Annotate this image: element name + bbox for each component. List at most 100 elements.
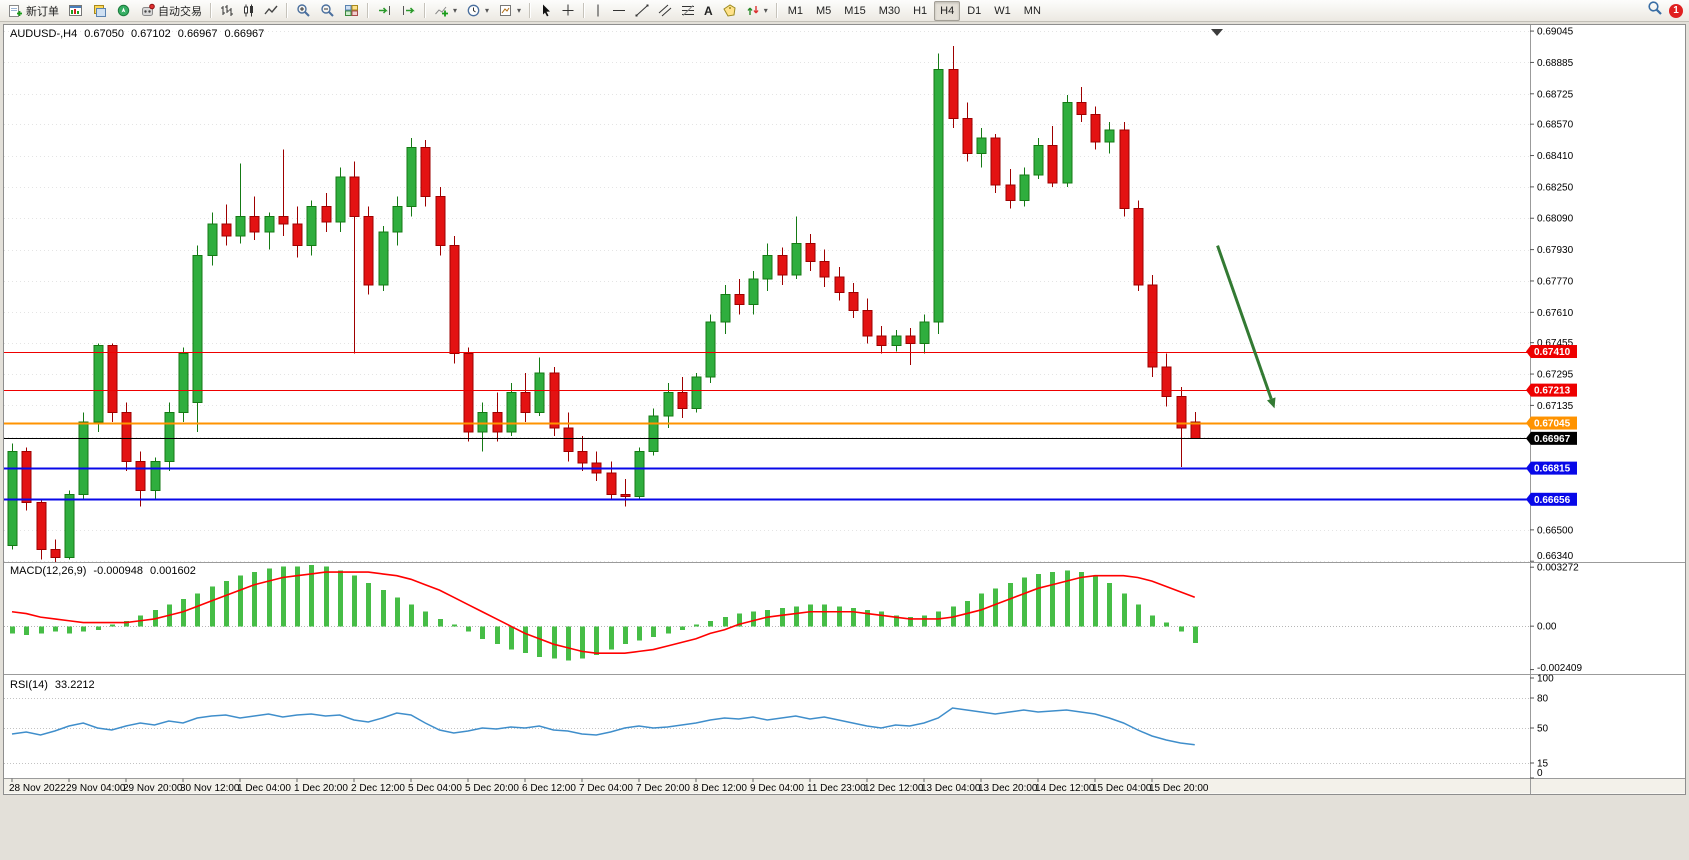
- cursor-button[interactable]: [535, 0, 556, 22]
- svg-text:28 Nov 2022: 28 Nov 2022: [9, 783, 66, 794]
- templates-dropdown-caret[interactable]: ▾: [517, 6, 522, 15]
- profiles-button[interactable]: [88, 0, 111, 22]
- svg-text:11 Dec 23:00: 11 Dec 23:00: [807, 783, 866, 794]
- svg-text:13 Dec 04:00: 13 Dec 04:00: [921, 783, 981, 794]
- navigator-button[interactable]: [112, 0, 135, 22]
- timeframe-m1-button[interactable]: M1: [787, 4, 804, 17]
- svg-text:0.68725: 0.68725: [1537, 89, 1574, 100]
- chart-title: AUDUSD-,H4 0.67050 0.67102 0.66967 0.66967: [10, 28, 271, 40]
- channel-button[interactable]: [654, 0, 676, 22]
- horizontal-lines[interactable]: [4, 352, 1530, 501]
- candlestick-chart-icon: [242, 3, 255, 18]
- svg-text:0.67295: 0.67295: [1537, 370, 1574, 381]
- svg-text:0.68570: 0.68570: [1537, 120, 1574, 131]
- chart-symbol-period: AUDUSD-,H4: [10, 28, 78, 40]
- svg-text:0.68885: 0.68885: [1537, 58, 1574, 69]
- text-icon: A: [704, 3, 713, 18]
- text-label-button[interactable]: [718, 0, 741, 22]
- svg-text:0.67135: 0.67135: [1537, 401, 1574, 412]
- auto-scroll-button[interactable]: [373, 0, 396, 22]
- zoom-in-icon: [296, 3, 311, 18]
- rsi-name: RSI(14): [10, 679, 48, 691]
- toolbar-separator: [424, 3, 426, 18]
- svg-text:0.67455: 0.67455: [1537, 338, 1574, 349]
- horizontal-line-icon: [612, 3, 626, 18]
- templates-button[interactable]: ▾: [494, 0, 525, 22]
- periods-button[interactable]: ▾: [462, 0, 493, 22]
- time-axis-strip: [4, 778, 1685, 794]
- chart-shift-button[interactable]: [397, 0, 420, 22]
- svg-text:0.68090: 0.68090: [1537, 214, 1574, 225]
- vertical-line-icon: [593, 3, 603, 18]
- new-chart-button[interactable]: [64, 0, 87, 22]
- svg-text:0.69045: 0.69045: [1537, 27, 1574, 38]
- timeframe-m15-button[interactable]: M15: [844, 4, 866, 17]
- toolbar-separator: [529, 3, 532, 18]
- svg-text:0.68250: 0.68250: [1537, 182, 1574, 193]
- svg-text:8 Dec 12:00: 8 Dec 12:00: [693, 783, 747, 794]
- trend-arrow[interactable]: [1216, 245, 1276, 409]
- text-label-icon: [722, 3, 737, 18]
- svg-text:0: 0: [1537, 768, 1543, 779]
- rsi-panel: [4, 698, 1530, 764]
- svg-text:0.68410: 0.68410: [1537, 151, 1574, 162]
- arrows-button[interactable]: ▾: [742, 0, 772, 22]
- svg-text:15 Dec 04:00: 15 Dec 04:00: [1092, 783, 1152, 794]
- svg-text:-0.002409: -0.002409: [1537, 663, 1582, 674]
- svg-text:0.66340: 0.66340: [1537, 551, 1574, 562]
- toolbar-separator: [210, 3, 212, 18]
- notification-badge[interactable]: 1: [1669, 3, 1683, 18]
- svg-text:0.66500: 0.66500: [1537, 525, 1574, 536]
- trendline-button[interactable]: [631, 0, 653, 22]
- candles-layer[interactable]: [7, 45, 1201, 564]
- chart-high: 0.67102: [131, 28, 171, 40]
- text-button[interactable]: A: [700, 0, 717, 22]
- svg-text:0.67410: 0.67410: [1534, 347, 1571, 358]
- vertical-line-button[interactable]: [589, 0, 607, 22]
- autotrading-button[interactable]: 自动交易: [136, 0, 206, 22]
- timeframe-m30-button[interactable]: M30: [878, 4, 901, 17]
- tile-windows-button[interactable]: [340, 0, 363, 22]
- new-order-button[interactable]: 新订单: [4, 0, 63, 22]
- line-chart-button[interactable]: [260, 0, 282, 22]
- new-order-label: 新订单: [26, 5, 59, 18]
- chart-close: 0.66967: [224, 28, 265, 40]
- timeframe-d1-button[interactable]: D1: [967, 4, 982, 17]
- crosshair-button[interactable]: [557, 0, 579, 22]
- indicators-dropdown-caret[interactable]: ▾: [453, 6, 458, 15]
- price-badge-0.67045: 0.67045: [1526, 416, 1577, 430]
- timeframe-mn-button[interactable]: MN: [1023, 4, 1041, 17]
- zoom-in-button[interactable]: [292, 0, 315, 22]
- fibonacci-icon: [681, 3, 695, 18]
- line-chart-icon: [264, 3, 278, 18]
- toolbar-separator: [583, 3, 586, 18]
- indicators-button[interactable]: ▾: [430, 0, 461, 22]
- bar-chart-button[interactable]: [216, 0, 237, 22]
- chart-low: 0.66967: [177, 28, 218, 40]
- chart-area[interactable]: 0.69045 0.68885 0.68725 0.68570 0.68410 0.682…: [4, 25, 1685, 794]
- crosshair-icon: [561, 3, 575, 18]
- timeframe-w1-button[interactable]: W1: [994, 4, 1011, 17]
- rsi-value: 33.2212: [54, 679, 95, 691]
- timeframe-h4-button[interactable]: H4: [934, 0, 961, 21]
- svg-text:0.003272: 0.003272: [1537, 563, 1579, 574]
- macd-panel: [4, 564, 1530, 661]
- svg-text:1 Dec 04:00: 1 Dec 04:00: [237, 783, 291, 794]
- svg-text:50: 50: [1537, 724, 1549, 735]
- fibonacci-button[interactable]: [677, 0, 699, 22]
- arrows-dropdown-caret[interactable]: ▾: [763, 6, 768, 15]
- horizontal-line-button[interactable]: [608, 0, 630, 22]
- chart-window: 0.69045 0.68885 0.68725 0.68570 0.68410 0.682…: [3, 24, 1686, 795]
- svg-text:15 Dec 20:00: 15 Dec 20:00: [1149, 783, 1209, 794]
- candlestick-chart-button[interactable]: [238, 0, 259, 22]
- price-badge-0.66815: 0.66815: [1526, 461, 1577, 475]
- autotrading-label: 自动交易: [158, 5, 202, 18]
- periods-dropdown-caret[interactable]: ▾: [485, 6, 490, 15]
- timeframe-h1-button[interactable]: H1: [913, 4, 928, 17]
- chart-shift-marker[interactable]: [1211, 29, 1223, 36]
- timeframe-m5-button[interactable]: M5: [816, 4, 832, 17]
- search-button[interactable]: [1647, 0, 1663, 21]
- zoom-out-button[interactable]: [316, 0, 339, 22]
- price-badge-0.67410: 0.67410: [1526, 345, 1577, 359]
